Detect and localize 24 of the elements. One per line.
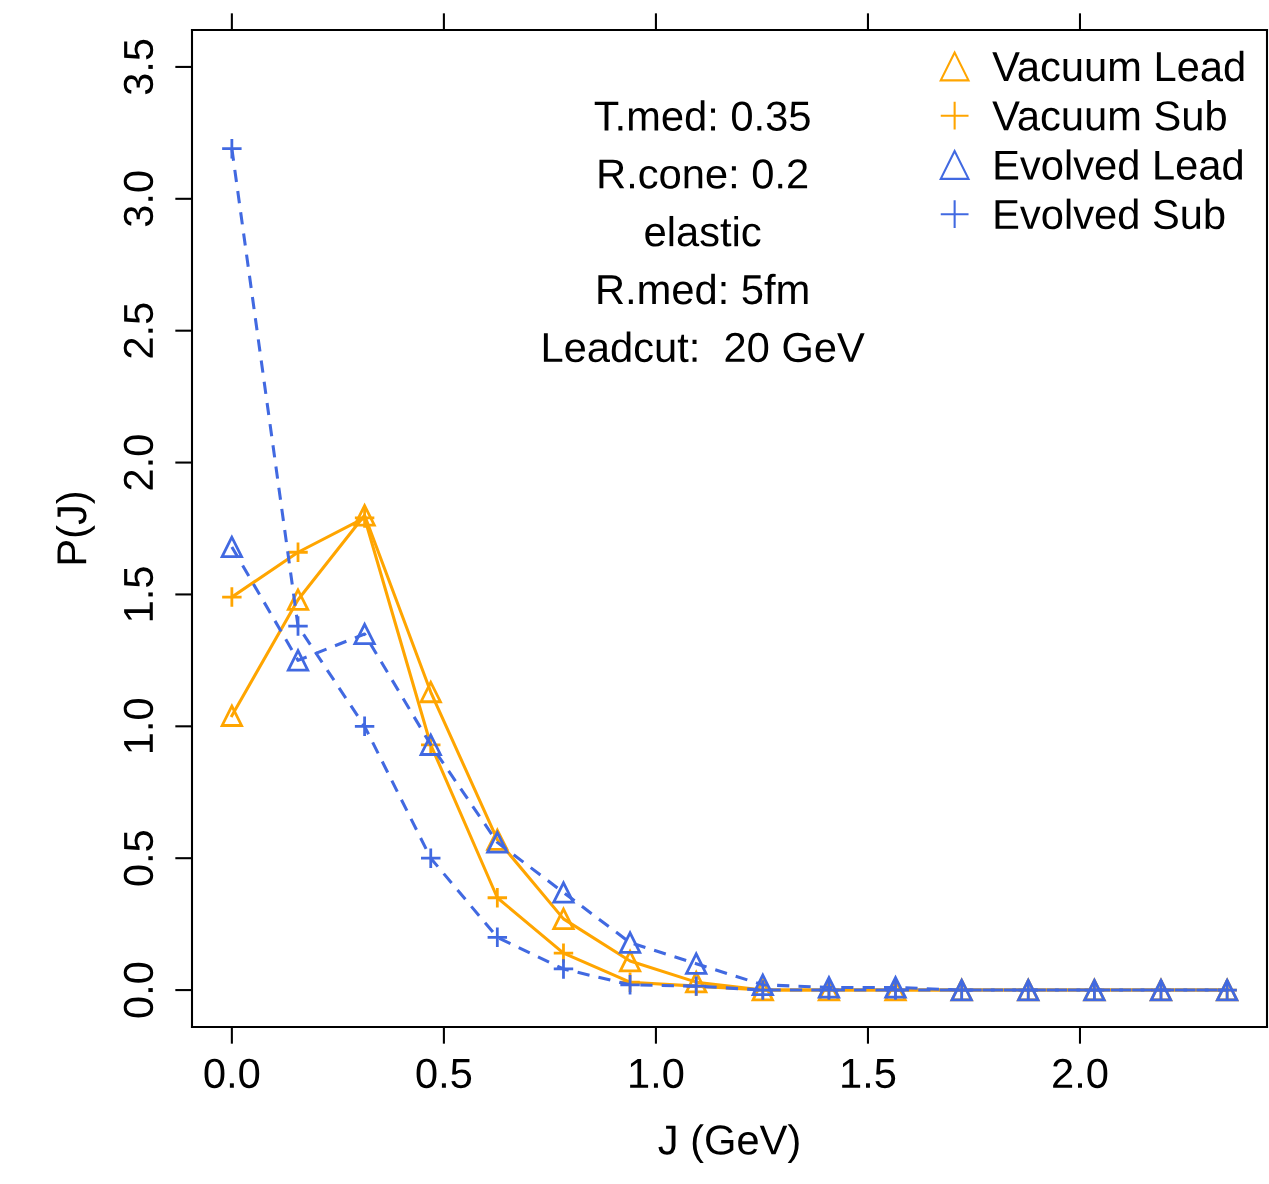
legend-label: Evolved Sub (995, 198, 1225, 230)
y-tick-label: 2.5 (123, 303, 154, 358)
y-tick-label: 1.5 (124, 567, 154, 621)
annotation: T.med: 0.35 (594, 100, 810, 131)
x-tick-label: 0.5 (416, 1058, 472, 1089)
legend-label: Vacuum Sub (992, 100, 1226, 131)
annotation: R.med: 5fm (598, 273, 808, 305)
x-tick-label: 2.0 (1053, 1058, 1108, 1089)
annotation: Leadcut: 20 GeV (543, 331, 865, 363)
legend-label: Evolved Lead (995, 149, 1242, 180)
y-tick-label: 1.0 (123, 698, 154, 753)
y-tick-label: 0.5 (123, 830, 154, 886)
y-axis-title: P(J) (55, 492, 95, 564)
annotation: R.cone: 0.2 (599, 159, 808, 189)
annotation: elastic (645, 215, 761, 247)
y-tick-label: 3.5 (123, 39, 154, 95)
y-tick-label: 0.0 (123, 962, 154, 1018)
legend-label: Vacuum Lead (992, 50, 1244, 82)
y-tick-label: 2.0 (123, 435, 154, 490)
x-tick-label: 1.0 (630, 1058, 684, 1089)
x-axis-title: J (GeV) (658, 1124, 799, 1163)
y-tick-label: 3.0 (123, 171, 154, 227)
x-tick-label: 0.0 (204, 1058, 260, 1089)
x-tick-label: 1.5 (842, 1059, 896, 1089)
